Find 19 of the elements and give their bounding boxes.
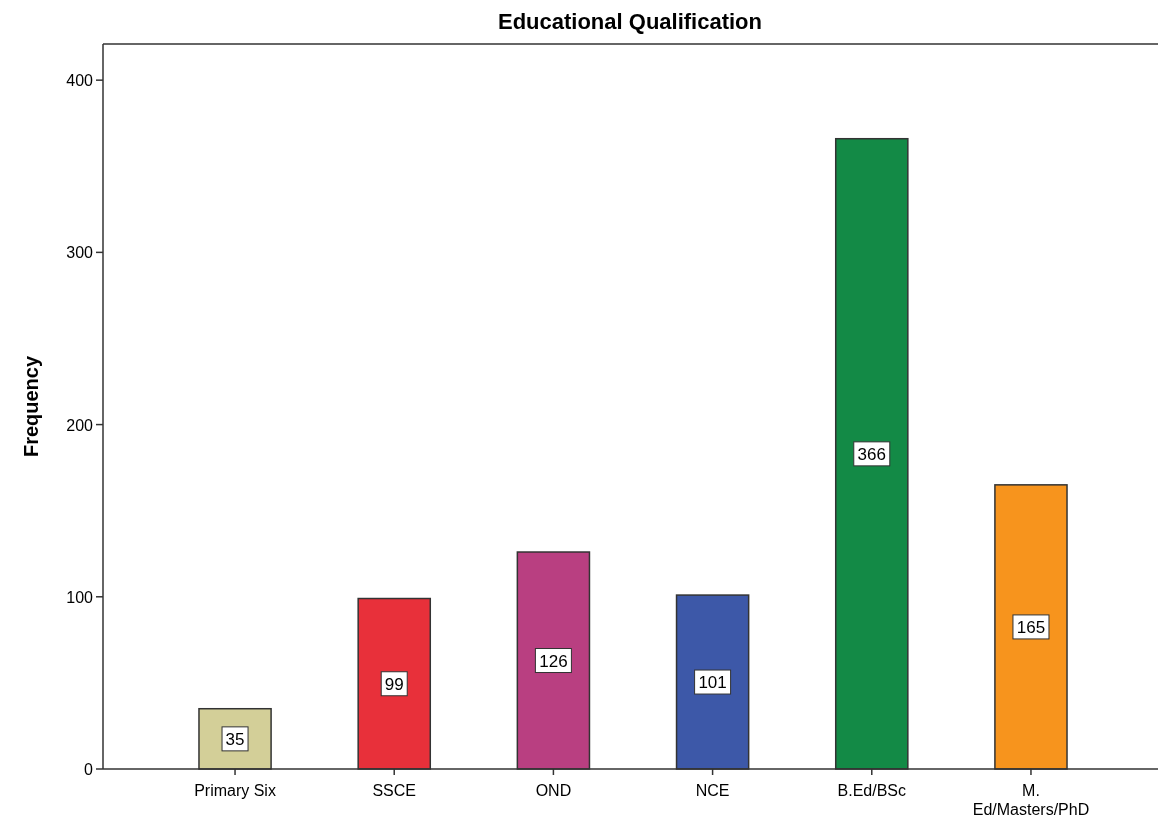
y-tick-label: 300 xyxy=(66,244,94,262)
x-tick-label: M. Ed/Masters/PhD xyxy=(972,782,1090,818)
x-tick-label: OND xyxy=(535,782,572,799)
y-tick-label: 400 xyxy=(66,72,94,90)
data-label: 101 xyxy=(698,673,727,693)
x-tick-label: SSCE xyxy=(372,782,417,799)
data-label: 366 xyxy=(857,444,886,464)
data-label: 35 xyxy=(225,729,245,749)
data-label: 165 xyxy=(1016,617,1046,637)
x-tick-label: NCE xyxy=(695,782,730,799)
data-label: 126 xyxy=(539,651,568,671)
x-tick-label: Primary Six xyxy=(194,782,276,799)
chart-title: Educational Qualification xyxy=(497,9,763,34)
x-tick-label: B.Ed/BSc xyxy=(837,782,907,799)
data-label: 99 xyxy=(384,674,404,694)
y-tick-label: 100 xyxy=(66,588,94,606)
y-tick-label: 200 xyxy=(66,416,94,434)
y-tick-label: 0 xyxy=(84,761,94,778)
y-axis-title: Frequency xyxy=(20,355,42,458)
